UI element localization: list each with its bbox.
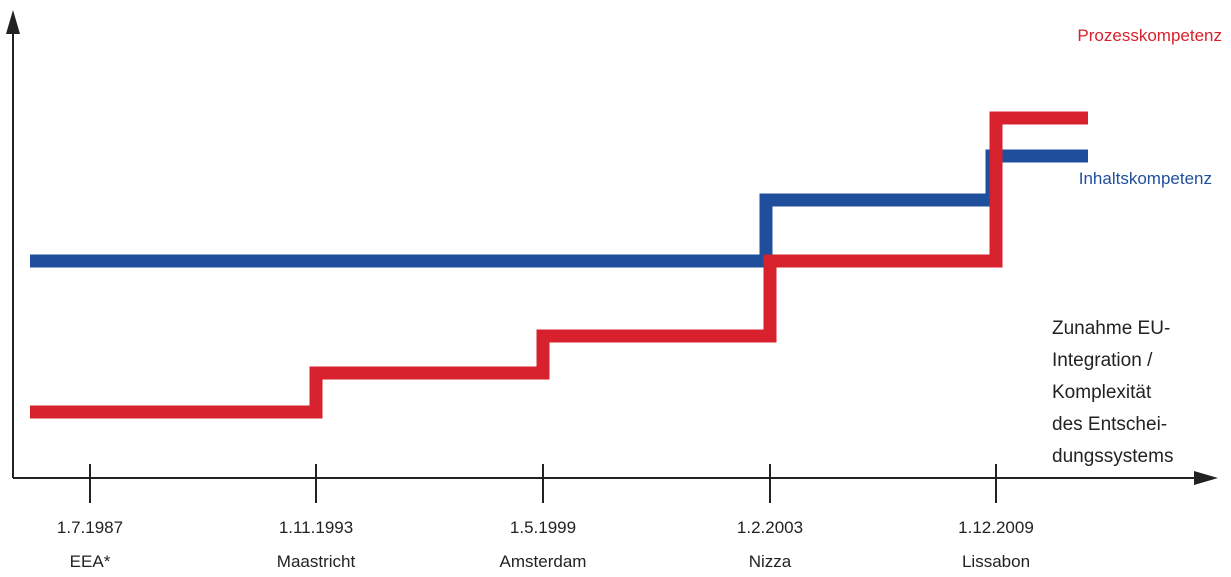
axes xyxy=(6,10,1218,485)
y-axis-label-line: des Entschei- xyxy=(1052,414,1167,435)
x-tick-label-date: 1.11.1993 xyxy=(279,518,353,537)
series-line-prozesskompetenz xyxy=(30,111,1088,419)
x-tick-label-treaty: Amsterdam xyxy=(500,552,587,571)
x-tick-label-treaty: Nizza xyxy=(749,552,792,571)
x-tick-label-treaty: Lissabon xyxy=(962,552,1030,571)
x-tick-label-treaty: Maastricht xyxy=(277,552,356,571)
x-tick-label-date: 1.5.1999 xyxy=(510,518,576,537)
legend-label-prozesskompetenz: Prozesskompetenz xyxy=(1077,26,1222,45)
x-tick-label-date: 1.2.2003 xyxy=(737,518,803,537)
x-tick-label-date: 1.12.2009 xyxy=(958,518,1034,537)
x-axis-arrow xyxy=(1194,471,1218,485)
y-axis-label-line: dungssystems xyxy=(1052,446,1173,467)
y-axis-arrow xyxy=(6,10,20,34)
tick-layer: 1.7.1987 EEA* 1.11.1993 Maastricht 1.5.1999 A… xyxy=(57,464,1034,571)
y-axis-label: Zunahme EU- Integration / Komplexität des E… xyxy=(1052,318,1173,467)
series-layer xyxy=(30,111,1088,419)
x-tick-label-date: 1.7.1987 xyxy=(57,518,123,537)
x-tick-label-treaty: EEA* xyxy=(70,552,111,571)
y-axis-label-line: Komplexität xyxy=(1052,382,1152,403)
y-axis-label-line: Integration / xyxy=(1052,350,1153,371)
legend-label-inhaltskompetenz: Inhaltskompetenz xyxy=(1079,169,1212,188)
y-axis-label-line: Zunahme EU- xyxy=(1052,318,1170,339)
label-layer: Prozesskompetenz Inhaltskompetenz Zunahme … xyxy=(1052,26,1222,467)
series-line-inhaltskompetenz xyxy=(30,149,1088,268)
